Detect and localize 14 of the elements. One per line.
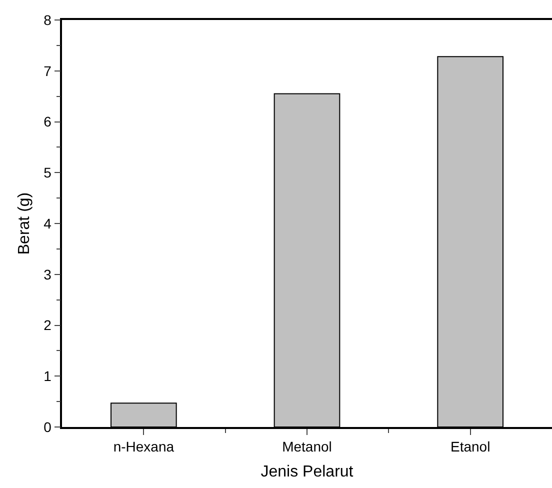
y-axis-title: Berat (g) [16, 192, 34, 255]
x-tick-label: Metanol [282, 438, 332, 455]
y-tick-label: 7 [44, 62, 52, 79]
x-tick-label: n-Hexana [113, 438, 174, 455]
y-tick-label: 4 [44, 215, 52, 232]
y-tick-label: 2 [44, 317, 52, 334]
y-tick-label: 8 [44, 12, 52, 28]
y-tick-label: 6 [44, 114, 52, 130]
y-tick-label: 0 [44, 418, 52, 435]
y-tick-label: 3 [44, 266, 52, 282]
y-tick-label: 1 [44, 368, 52, 384]
x-tick-label: Etanol [450, 438, 490, 455]
x-axis-title: Jenis Pelarut [260, 464, 354, 481]
y-tick-label: 5 [44, 164, 52, 181]
